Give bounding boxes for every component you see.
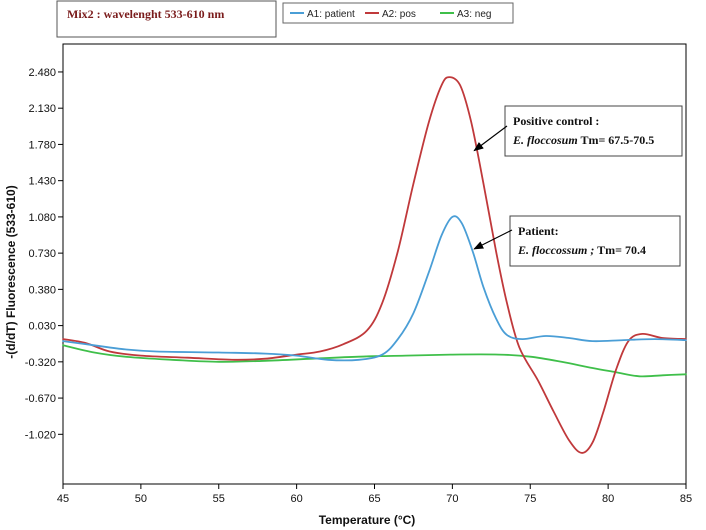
y-tick-label: -0.670 — [25, 393, 56, 405]
y-tick-label: 0.030 — [28, 321, 56, 333]
x-tick-label: 55 — [213, 493, 225, 505]
annotation-positive: Positive control : E. floccosum Tm= 67.5-… — [473, 105, 683, 157]
y-tick-label: 0.380 — [28, 284, 56, 296]
annotation-line2: E. floccosum Tm= 67.5-70.5 — [512, 133, 654, 147]
legend-entry: A2: pos — [382, 9, 416, 20]
chart-title: Mix2 : wavelenght 533-610 nm — [67, 7, 224, 21]
y-tick-label: 1.430 — [28, 176, 56, 188]
header-title-box: Mix2 : wavelenght 533-610 nm — [56, 0, 277, 38]
y-tick-label: 1.080 — [28, 212, 56, 224]
y-tick-label: 2.480 — [28, 67, 56, 79]
series-line-a1 — [62, 215, 687, 362]
x-tick-label: 80 — [602, 493, 614, 505]
x-tick-label: 85 — [680, 493, 692, 505]
annotation-box — [509, 215, 681, 267]
y-tick-label: -0.320 — [25, 357, 56, 369]
x-tick-label: 65 — [368, 493, 380, 505]
y-tick-label: -1.020 — [25, 429, 56, 441]
x-tick-label: 50 — [135, 493, 147, 505]
annotation-line1: Positive control : — [513, 114, 599, 128]
annotation-line1: Patient: — [518, 224, 559, 238]
annotation-line2: E. floccossum ; Tm= 70.4 — [517, 243, 646, 257]
legend-entry: A3: neg — [457, 9, 491, 20]
x-tick-label: 60 — [291, 493, 303, 505]
annotation-tm: Tm= 67.5-70.5 — [578, 133, 655, 147]
annotation-species: E. floccosum — [512, 133, 578, 147]
y-tick-label: 0.730 — [28, 248, 56, 260]
x-tick-label: 70 — [446, 493, 458, 505]
annotation-arrow — [473, 229, 513, 250]
annotation-tm: Tm= 70.4 — [594, 243, 646, 257]
annotation-species: E. floccossum ; — [517, 243, 594, 257]
annotation-box — [504, 105, 683, 157]
y-tick-label: 2.130 — [28, 103, 56, 115]
y-axis-label: -(d/dT) Fluorescence (533-610) — [4, 185, 18, 358]
x-tick-label: 45 — [57, 493, 69, 505]
annotations: Positive control : E. floccosum Tm= 67.5-… — [473, 105, 683, 267]
x-axis: 45 50 55 60 65 70 75 80 85 — [57, 484, 692, 505]
annotation-arrow — [473, 125, 508, 152]
series-line-a2 — [62, 76, 687, 454]
series-layer — [62, 76, 687, 454]
legend-entry: A1: patient — [307, 9, 355, 20]
annotation-patient: Patient: E. floccossum ; Tm= 70.4 — [473, 215, 681, 267]
y-axis: 2.480 2.130 1.780 1.430 1.080 0.730 0.380 0.030… — [25, 67, 63, 441]
y-tick-label: 1.780 — [28, 139, 56, 151]
legend: A1: patient A2: pos A3: neg — [282, 2, 514, 24]
x-axis-label: Temperature (°C) — [319, 513, 416, 527]
series-line-a3 — [62, 344, 687, 378]
x-tick-label: 75 — [524, 493, 536, 505]
